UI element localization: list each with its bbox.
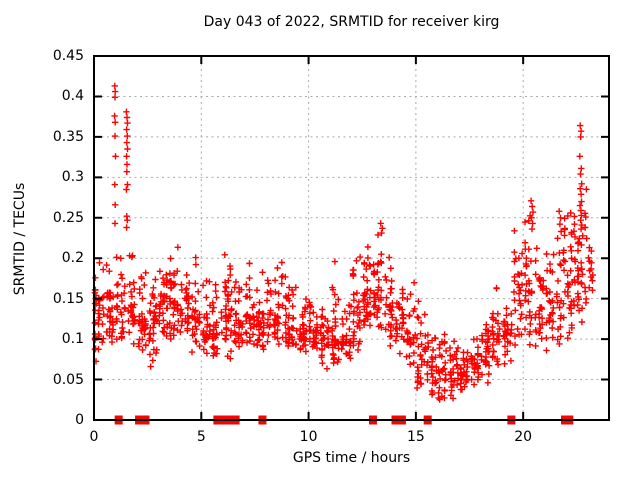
gridlines: [96, 58, 607, 418]
x-tick-label: 0: [89, 429, 99, 445]
y-tick-label: 0: [75, 412, 84, 428]
x-axis-title: GPS time / hours: [292, 450, 411, 466]
y-tick-label: 0.1: [61, 331, 84, 348]
x-tick-label: 15: [406, 429, 425, 445]
y-tick-label: 0.2: [61, 250, 84, 267]
x-tick-label: 20: [514, 429, 533, 445]
y-tick-label: 0.05: [52, 371, 84, 388]
y-tick-label: 0.15: [52, 290, 84, 307]
y-tick-label: 0.3: [61, 169, 84, 186]
y-tick-label: 0.25: [52, 209, 84, 226]
x-tick-label: 10: [299, 429, 318, 445]
plot-border: [93, 55, 610, 421]
y-tick-label: 0.4: [61, 88, 84, 105]
chart-title: Day 043 of 2022, SRMTID for receiver kir…: [203, 14, 500, 30]
x-tick-label: 5: [196, 429, 206, 445]
y-tick-label: 0.45: [52, 48, 84, 64]
y-tick-label: 0.35: [52, 128, 84, 145]
scatter-points: [91, 82, 596, 403]
tick-marks: [93, 55, 609, 421]
